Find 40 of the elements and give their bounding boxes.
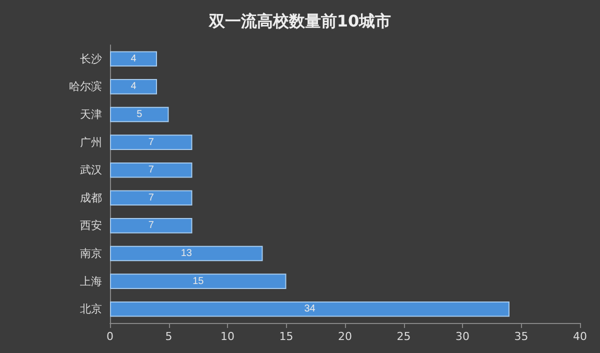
x-tick-label: 0 <box>106 330 114 343</box>
data-label: 5 <box>136 109 143 120</box>
x-tick-label: 20 <box>338 330 352 343</box>
bar <box>110 79 157 94</box>
x-tick-label: 30 <box>456 330 470 343</box>
bar <box>110 106 169 122</box>
y-tick-label: 天津 <box>80 108 102 121</box>
y-tick-label: 北京 <box>80 302 102 316</box>
y-tick-label: 上海 <box>80 274 102 288</box>
bar <box>110 162 192 178</box>
data-label: 13 <box>180 248 192 259</box>
bar <box>110 274 286 289</box>
data-label: 34 <box>304 304 316 315</box>
bar <box>110 134 192 150</box>
data-label: 7 <box>148 192 154 204</box>
x-tick-label: 5 <box>165 330 172 343</box>
bar <box>110 51 157 67</box>
y-tick-label: 广州 <box>80 136 102 149</box>
x-tick-label: 35 <box>514 330 528 343</box>
bar <box>110 301 510 317</box>
y-tick-label: 西安 <box>80 219 102 232</box>
x-tick-label: 10 <box>220 330 234 343</box>
y-tick-label: 长沙 <box>80 52 102 66</box>
y-tick-label: 武汉 <box>80 164 102 177</box>
bar <box>110 190 192 206</box>
bar <box>110 246 263 262</box>
y-tick-label: 成都 <box>80 191 102 204</box>
data-label: 15 <box>192 276 204 287</box>
data-label: 7 <box>148 136 154 148</box>
x-tick-label: 25 <box>396 330 411 343</box>
y-tick-label: 哈尔滨 <box>69 80 102 94</box>
chart-title: 双一流高校数量前10城市 <box>208 12 392 30</box>
data-label: 4 <box>130 53 137 64</box>
data-label: 4 <box>130 81 137 92</box>
x-tick-label: 40 <box>573 330 587 343</box>
y-tick-label: 南京 <box>80 247 102 260</box>
data-label: 7 <box>148 164 154 176</box>
bar <box>110 218 192 234</box>
data-label: 7 <box>148 220 154 232</box>
x-tick-label: 15 <box>279 330 294 343</box>
